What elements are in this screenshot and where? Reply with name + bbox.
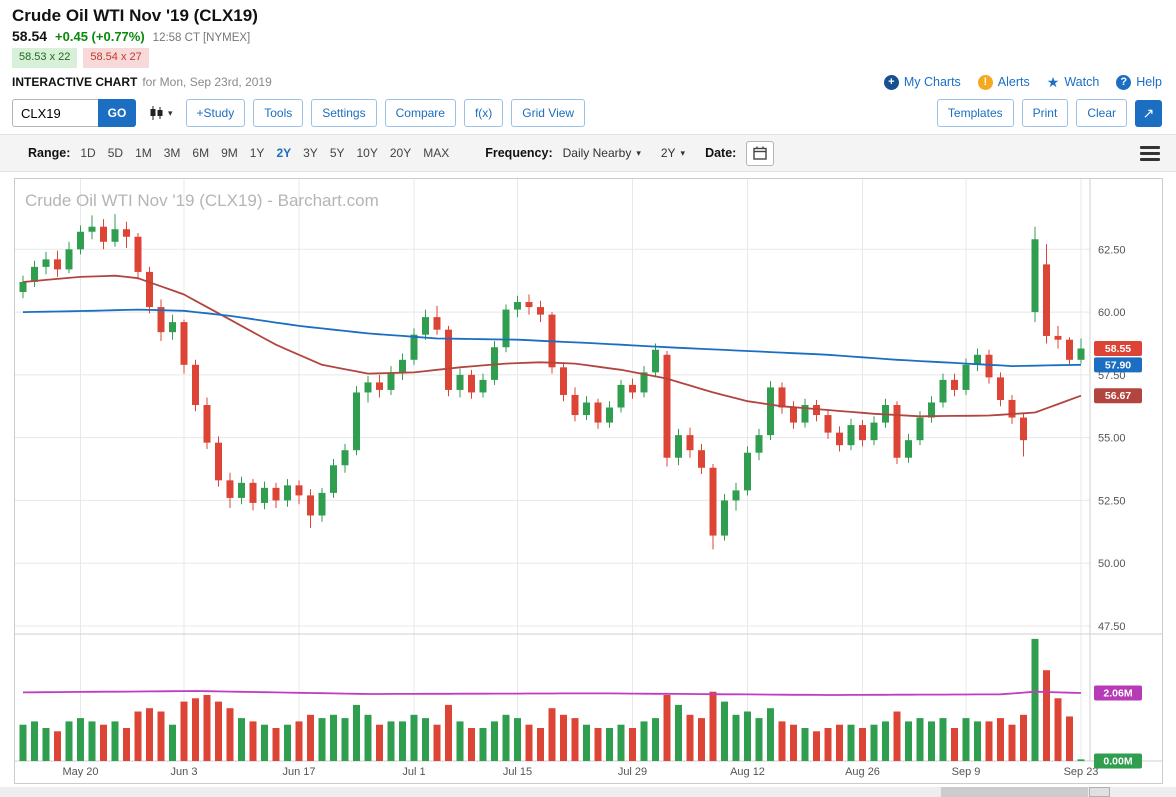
svg-text:Jun 3: Jun 3: [171, 766, 198, 778]
range-label: Range:: [28, 146, 71, 160]
quote-header: Crude Oil WTI Nov '19 (CLX19) 58.54 +0.4…: [0, 0, 1176, 92]
popout-button[interactable]: ↗: [1135, 99, 1162, 127]
alert-icon: !: [977, 74, 993, 90]
bid-chip: 58.53 x 22: [12, 48, 78, 68]
svg-text:57.50: 57.50: [1098, 370, 1126, 382]
scrollbar-thumb[interactable]: [940, 787, 1088, 797]
svg-text:Jul 15: Jul 15: [503, 766, 532, 778]
svg-text:Crude Oil WTI Nov '19 (CLX19): Crude Oil WTI Nov '19 (CLX19) - Barchart…: [25, 191, 379, 210]
range-option-5y[interactable]: 5Y: [329, 146, 345, 160]
calendar-icon: [753, 146, 768, 160]
my-charts-icon: +: [883, 74, 899, 90]
frequency-value: Daily Nearby: [562, 146, 632, 160]
svg-text:56.67: 56.67: [1105, 390, 1131, 402]
svg-text:Aug 12: Aug 12: [730, 766, 765, 778]
header-links: + My Charts ! Alerts ★ Watch ? Help: [883, 74, 1162, 90]
price-chart-svg[interactable]: 62.50 60.00 57.50 55.00 52.50 50.00 47.50 May 2…: [15, 179, 1162, 783]
range-option-1m[interactable]: 1M: [135, 146, 152, 160]
print-button[interactable]: Print: [1021, 99, 1069, 127]
chevron-down-icon: ▾: [636, 147, 641, 158]
range-option-6m[interactable]: 6M: [192, 146, 210, 160]
chart-toolbar: GO ▾ +StudyToolsSettingsComparef(x)Grid …: [0, 92, 1176, 134]
range-option-1d[interactable]: 1D: [80, 146, 96, 160]
svg-text:50.00: 50.00: [1098, 558, 1126, 570]
scrollbar-grip[interactable]: [1088, 787, 1111, 797]
svg-text:2.06M: 2.06M: [1103, 688, 1132, 700]
date-label: Date:: [705, 146, 737, 160]
range-bar: Range: 1D 5D 1M 3M 6M 9M 1Y 2Y 3Y 5Y 10Y 20Y MAX Fre…: [0, 134, 1176, 172]
range-options: 1D 5D 1M 3M 6M 9M 1Y 2Y 3Y 5Y 10Y 20Y MAX: [80, 146, 449, 160]
chart-date-label: for Mon, Sep 23rd, 2019: [142, 75, 272, 89]
range-option-1y[interactable]: 1Y: [249, 146, 265, 160]
period-value: 2Y: [660, 146, 676, 160]
last-price: 58.54: [12, 28, 48, 44]
svg-text:Jun 17: Jun 17: [282, 766, 315, 778]
toolbar-right: Templates Print Clear ↗: [936, 99, 1162, 127]
svg-text:May 20: May 20: [62, 766, 98, 778]
range-option-max[interactable]: MAX: [423, 146, 450, 160]
toolbar-right-buttons: Templates Print Clear: [936, 99, 1127, 127]
study-button[interactable]: +Study: [185, 99, 246, 127]
toolbar-buttons: +Study Tools Settings Compare f(x) Grid View: [185, 99, 586, 127]
svg-text:52.50: 52.50: [1098, 495, 1126, 507]
svg-text:0.00M: 0.00M: [1103, 756, 1132, 768]
range-option-2y[interactable]: 2Y: [276, 146, 292, 160]
svg-text:Sep 9: Sep 9: [952, 766, 981, 778]
f-x-button[interactable]: f(x): [463, 99, 504, 127]
svg-text:58.55: 58.55: [1105, 343, 1131, 355]
alerts-label: Alerts: [997, 75, 1030, 89]
svg-text:57.90: 57.90: [1105, 359, 1131, 371]
date-picker-button[interactable]: [746, 140, 775, 166]
hamburger-icon: [1140, 145, 1160, 161]
tools-button[interactable]: Tools: [253, 99, 304, 127]
page-title: Crude Oil WTI Nov '19 (CLX19): [12, 6, 258, 25]
settings-button[interactable]: Settings: [311, 99, 377, 127]
chart-type-button[interactable]: ▾: [145, 103, 177, 123]
range-option-3m[interactable]: 3M: [163, 146, 181, 160]
frequency-label: Frequency:: [485, 146, 553, 160]
my-charts-label: My Charts: [903, 75, 961, 89]
clear-button[interactable]: Clear: [1076, 99, 1127, 127]
range-option-10y[interactable]: 10Y: [356, 146, 378, 160]
quote-time: 12:58 CT [NYMEX]: [152, 32, 251, 44]
svg-text:Jul 29: Jul 29: [618, 766, 647, 778]
compare-button[interactable]: Compare: [384, 99, 456, 127]
symbol-input[interactable]: [12, 99, 98, 127]
help-icon: ?: [1116, 74, 1132, 90]
watch-label: Watch: [1064, 75, 1100, 89]
watch-link[interactable]: ★ Watch: [1047, 75, 1100, 89]
go-button[interactable]: GO: [98, 99, 136, 127]
symbol-group: GO: [12, 99, 136, 127]
svg-text:Jul 1: Jul 1: [402, 766, 425, 778]
range-option-5d[interactable]: 5D: [107, 146, 124, 160]
ask-chip: 58.54 x 27: [83, 48, 149, 68]
star-icon: ★: [1046, 74, 1060, 90]
svg-text:60.00: 60.00: [1098, 307, 1126, 319]
chevron-down-icon: ▾: [168, 107, 173, 118]
help-label: Help: [1136, 75, 1162, 89]
svg-text:Sep 23: Sep 23: [1064, 766, 1099, 778]
svg-text:55.00: 55.00: [1098, 433, 1126, 445]
chart-scrollbar[interactable]: [0, 787, 1176, 797]
range-option-3y[interactable]: 3Y: [303, 146, 318, 160]
range-option-20y[interactable]: 20Y: [389, 146, 412, 160]
chevron-down-icon: ▾: [680, 147, 686, 158]
help-link[interactable]: ? Help: [1116, 74, 1162, 90]
my-charts-link[interactable]: + My Charts: [883, 74, 961, 90]
popout-arrow-icon: ↗: [1142, 104, 1155, 121]
range-option-9m[interactable]: 9M: [221, 146, 238, 160]
templates-button[interactable]: Templates: [936, 99, 1014, 127]
interactive-chart-label: INTERACTIVE CHART: [12, 75, 138, 89]
frequency-dropdown[interactable]: Daily Nearby ▾: [563, 146, 641, 160]
period-dropdown[interactable]: 2Y ▾: [661, 146, 685, 160]
svg-text:62.50: 62.50: [1098, 244, 1126, 256]
alerts-link[interactable]: ! Alerts: [977, 74, 1030, 90]
candlestick-icon: [150, 106, 163, 120]
chart-area[interactable]: 62.50 60.00 57.50 55.00 52.50 50.00 47.50 May 2…: [14, 178, 1163, 784]
svg-text:47.50: 47.50: [1098, 621, 1126, 633]
svg-text:Aug 26: Aug 26: [845, 766, 880, 778]
price-change: +0.45 (+0.77%): [55, 29, 145, 44]
chart-menu-button[interactable]: [1140, 144, 1160, 163]
grid-view-button[interactable]: Grid View: [511, 99, 586, 127]
